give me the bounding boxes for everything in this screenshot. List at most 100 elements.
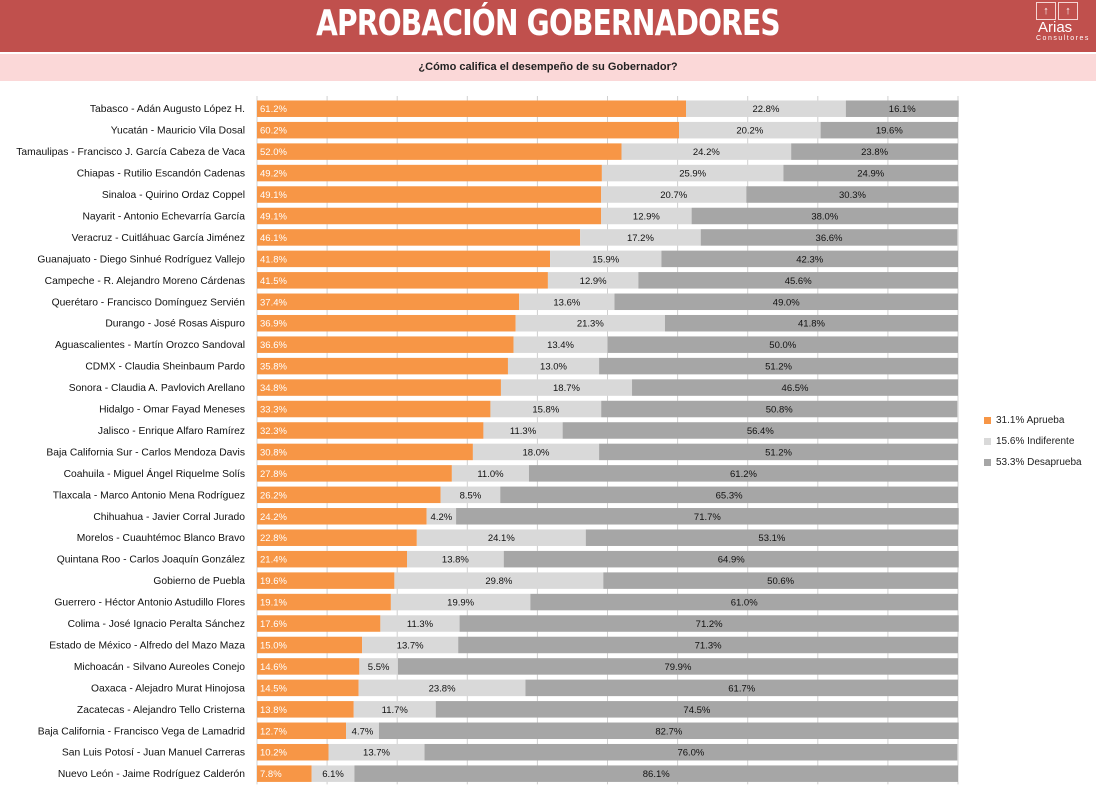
data-label-desaprueba: 16.1% xyxy=(889,104,916,115)
category-label: Baja California Sur - Carlos Mendoza Dav… xyxy=(46,447,245,458)
data-label-aprueba: 19.6% xyxy=(260,576,287,587)
bar-indiferente xyxy=(390,593,531,611)
bar-indiferente xyxy=(515,314,665,332)
data-label-indiferente: 4.2% xyxy=(431,512,453,523)
data-label-aprueba: 24.2% xyxy=(260,512,287,523)
bar-desaprueba xyxy=(691,207,958,225)
category-label: Oaxaca - Alejadro Murat Hinojosa xyxy=(91,683,245,694)
category-label: Guanajuato - Diego Sinhué Rodríguez Vall… xyxy=(37,254,245,265)
bar-indiferente xyxy=(451,465,529,482)
data-label-indiferente: 24.2% xyxy=(693,147,720,158)
bar-desaprueba xyxy=(525,679,958,697)
bar-desaprueba xyxy=(458,636,958,654)
data-label-aprueba: 21.4% xyxy=(260,555,287,566)
data-label-desaprueba: 76.0% xyxy=(677,748,704,759)
data-label-indiferente: 8.5% xyxy=(460,490,482,501)
data-label-desaprueba: 49.0% xyxy=(773,297,800,308)
data-label-desaprueba: 36.6% xyxy=(816,233,843,244)
bar-desaprueba xyxy=(638,272,958,289)
data-label-aprueba: 32.3% xyxy=(260,426,287,437)
data-label-aprueba: 60.2% xyxy=(260,126,287,137)
bar-aprueba xyxy=(257,443,473,461)
bar-indiferente xyxy=(359,658,398,675)
bar-desaprueba xyxy=(599,443,958,461)
bar-indiferente xyxy=(328,743,425,761)
bar-desaprueba xyxy=(820,121,958,139)
page-title: APROBACIÓN GOBERNADORES xyxy=(316,3,781,44)
data-label-indiferente: 24.1% xyxy=(488,533,515,544)
data-label-desaprueba: 23.8% xyxy=(861,147,888,158)
data-label-desaprueba: 65.3% xyxy=(716,490,743,501)
bar-desaprueba xyxy=(783,164,958,182)
bar-desaprueba xyxy=(530,593,958,611)
data-label-indiferente: 4.7% xyxy=(352,726,374,737)
bar-aprueba xyxy=(257,722,347,740)
legend: 31.1% Aprueba 15.6% Indiferente 53.3% De… xyxy=(984,410,1082,473)
chart-subtitle: ¿Cómo califica el desempeño de su Gobern… xyxy=(418,61,678,73)
data-label-desaprueba: 38.0% xyxy=(811,211,838,222)
data-label-aprueba: 12.7% xyxy=(260,726,287,737)
bar-indiferente xyxy=(621,143,792,160)
bar-aprueba xyxy=(257,229,581,246)
bar-indiferente xyxy=(601,164,784,182)
data-label-indiferente: 5.5% xyxy=(368,662,390,673)
legend-swatch-aprueba xyxy=(984,417,991,424)
category-label: Chihuahua - Javier Corral Jurado xyxy=(93,512,245,523)
bar-desaprueba xyxy=(845,100,959,117)
bar-indiferente xyxy=(547,272,639,289)
category-label: Campeche - R. Alejandro Moreno Cárdenas xyxy=(45,276,245,287)
category-label: Coahuila - Miguel Ángel Riquelme Solís xyxy=(64,467,245,480)
logo-name: Arias xyxy=(1038,19,1073,36)
legend-item-indiferente: 15.6% Indiferente xyxy=(984,431,1082,452)
bar-aprueba xyxy=(257,701,354,718)
bar-aprueba xyxy=(257,572,395,589)
bar-indiferente xyxy=(394,572,604,589)
data-label-aprueba: 14.6% xyxy=(260,662,287,673)
bar-aprueba xyxy=(257,400,491,418)
category-label: Nuevo León - Jaime Rodríguez Calderón xyxy=(58,769,245,780)
bar-desaprueba xyxy=(661,250,958,268)
bar-desaprueba xyxy=(459,615,959,632)
data-label-desaprueba: 51.2% xyxy=(765,447,792,458)
data-label-aprueba: 34.8% xyxy=(260,383,287,394)
bar-indiferente xyxy=(311,765,355,782)
data-label-desaprueba: 24.9% xyxy=(857,169,884,180)
bar-indiferente xyxy=(407,550,504,568)
data-label-indiferente: 13.7% xyxy=(363,748,390,759)
bar-desaprueba xyxy=(700,229,958,246)
bar-indiferente xyxy=(380,615,460,632)
subtitle-bar xyxy=(0,54,1096,81)
data-label-desaprueba: 19.6% xyxy=(876,126,903,137)
data-label-aprueba: 49.1% xyxy=(260,190,287,201)
category-label: Aguascalientes - Martín Orozco Sandoval xyxy=(55,340,245,351)
data-label-desaprueba: 30.3% xyxy=(839,190,866,201)
logo-subtitle: Consultores xyxy=(1036,35,1090,42)
data-label-indiferente: 25.9% xyxy=(679,169,706,180)
data-label-desaprueba: 61.7% xyxy=(728,683,755,694)
data-label-aprueba: 26.2% xyxy=(260,490,287,501)
data-label-indiferente: 11.3% xyxy=(407,619,434,630)
data-label-indiferente: 19.9% xyxy=(447,598,474,609)
data-label-desaprueba: 50.6% xyxy=(767,576,794,587)
data-label-aprueba: 52.0% xyxy=(260,147,287,158)
bar-aprueba xyxy=(257,164,602,182)
bar-aprueba xyxy=(257,593,391,611)
data-label-aprueba: 61.2% xyxy=(260,104,287,115)
bar-indiferente xyxy=(550,250,662,268)
bar-indiferente xyxy=(483,422,563,439)
bar-indiferente xyxy=(426,508,457,525)
legend-label-desaprueba: 53.3% Desaprueba xyxy=(996,457,1082,468)
bar-indiferente xyxy=(601,186,747,203)
data-label-indiferente: 18.7% xyxy=(553,383,580,394)
data-label-indiferente: 17.2% xyxy=(627,233,654,244)
category-label: Baja California - Francisco Vega de Lama… xyxy=(38,726,245,737)
data-label-aprueba: 35.8% xyxy=(260,362,287,373)
data-label-indiferente: 13.8% xyxy=(442,555,469,566)
bar-desaprueba xyxy=(378,722,959,740)
legend-item-aprueba: 31.1% Aprueba xyxy=(984,410,1082,431)
data-label-indiferente: 13.6% xyxy=(553,297,580,308)
bar-aprueba xyxy=(257,465,452,482)
bar-indiferente xyxy=(679,121,821,139)
bar-indiferente xyxy=(362,636,459,654)
